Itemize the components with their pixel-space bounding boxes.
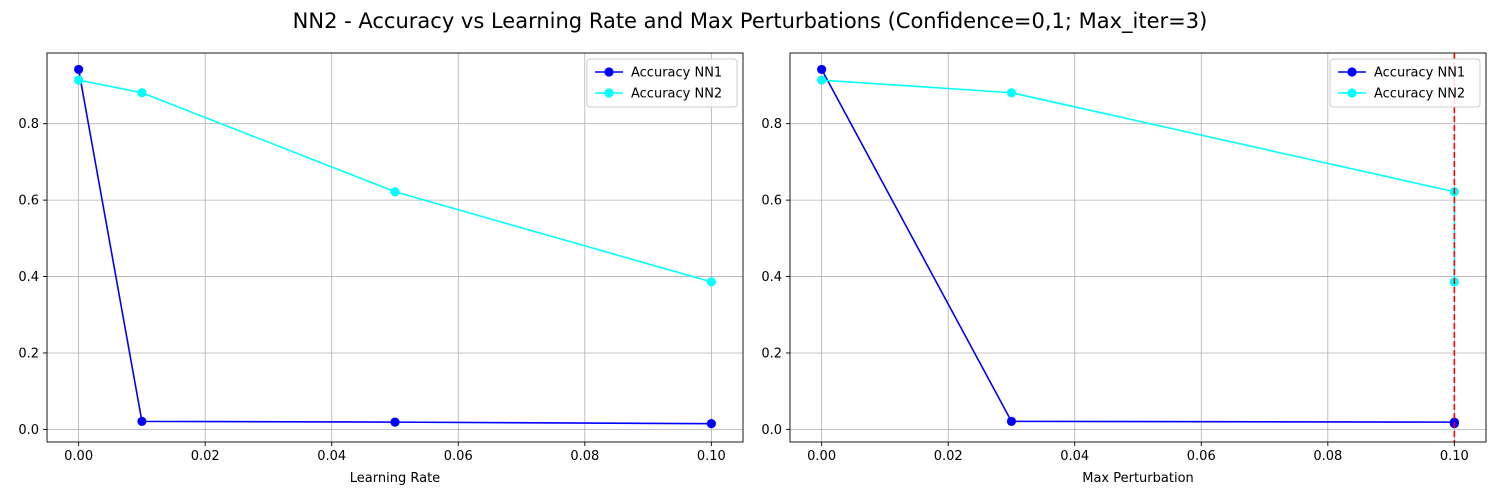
x-tick-label: 0.08 [570, 449, 599, 464]
x-axis-label: Max Perturbation [1082, 471, 1194, 486]
y-tick-label: 0.0 [761, 423, 782, 438]
data-point [817, 75, 827, 85]
x-tick-label: 0.10 [697, 449, 726, 464]
legend-entry-2: Accuracy NN2 [631, 87, 722, 102]
y-tick-label: 0.6 [18, 194, 39, 209]
x-tick-label: 0.06 [1187, 449, 1216, 464]
panel-learning-rate: 0.00 0.02 0.04 0.06 0.08 0.10 0.0 0.2 0.4 0.6 0.8 L… [18, 52, 744, 486]
x-tick-label: 0.02 [191, 449, 220, 464]
x-axis-label: Learning Rate [350, 471, 440, 486]
y-tick-label: 0.4 [761, 270, 782, 285]
legend-marker-1 [604, 67, 614, 77]
legend-entry-1: Accuracy NN1 [631, 66, 722, 81]
series-line-2 [78, 79, 712, 283]
data-point [390, 417, 400, 427]
data-point [390, 187, 400, 197]
legend: Accuracy NN1 Accuracy NN2 [586, 58, 738, 108]
axes-frame [789, 52, 1487, 443]
y-tick-label: 0.6 [761, 194, 782, 209]
plot-area [817, 53, 1459, 442]
legend-marker-2 [1347, 88, 1357, 98]
data-point [74, 64, 84, 75]
legend-box [1329, 58, 1481, 108]
series-line-2 [821, 79, 1456, 282]
data-point [706, 419, 716, 429]
data-point [1006, 416, 1017, 426]
plot-area [74, 64, 716, 429]
data-point [817, 64, 827, 75]
series-line-1 [820, 69, 1456, 424]
data-point [1006, 88, 1017, 98]
x-tick-label: 0.00 [807, 449, 836, 464]
legend: Accuracy NN1 Accuracy NN2 [1329, 58, 1481, 108]
data-point [137, 88, 147, 98]
legend-marker-1 [1347, 67, 1357, 77]
x-tick-label: 0.04 [1060, 449, 1089, 464]
legend-box [586, 58, 738, 108]
panel-max-perturbation: 0.00 0.02 0.04 0.06 0.08 0.10 0.0 0.2 0.4 0.6 0.8 M… [761, 52, 1487, 486]
data-point [137, 416, 147, 426]
figure-title: NN2 - Accuracy vs Learning Rate and Max … [293, 9, 1208, 34]
legend-entry-1: Accuracy NN1 [1374, 66, 1465, 81]
legend-entry-2: Accuracy NN2 [1374, 87, 1465, 102]
y-tick-label: 0.2 [18, 346, 39, 361]
axes-frame [46, 52, 744, 443]
x-tick-label: 0.06 [444, 449, 473, 464]
data-point [706, 277, 716, 287]
y-tick-label: 0.8 [761, 117, 782, 132]
x-tick-label: 0.08 [1313, 449, 1342, 464]
data-point [74, 75, 84, 85]
y-tick-label: 0.2 [761, 346, 782, 361]
x-tick-label: 0.04 [317, 449, 346, 464]
y-tick-label: 0.8 [18, 117, 39, 132]
legend-marker-2 [604, 88, 614, 98]
x-tick-label: 0.10 [1440, 449, 1469, 464]
y-tick-label: 0.4 [18, 270, 39, 285]
x-tick-label: 0.02 [934, 449, 963, 464]
x-tick-label: 0.00 [64, 449, 93, 464]
series-line-1 [77, 69, 712, 425]
y-tick-label: 0.0 [18, 423, 39, 438]
